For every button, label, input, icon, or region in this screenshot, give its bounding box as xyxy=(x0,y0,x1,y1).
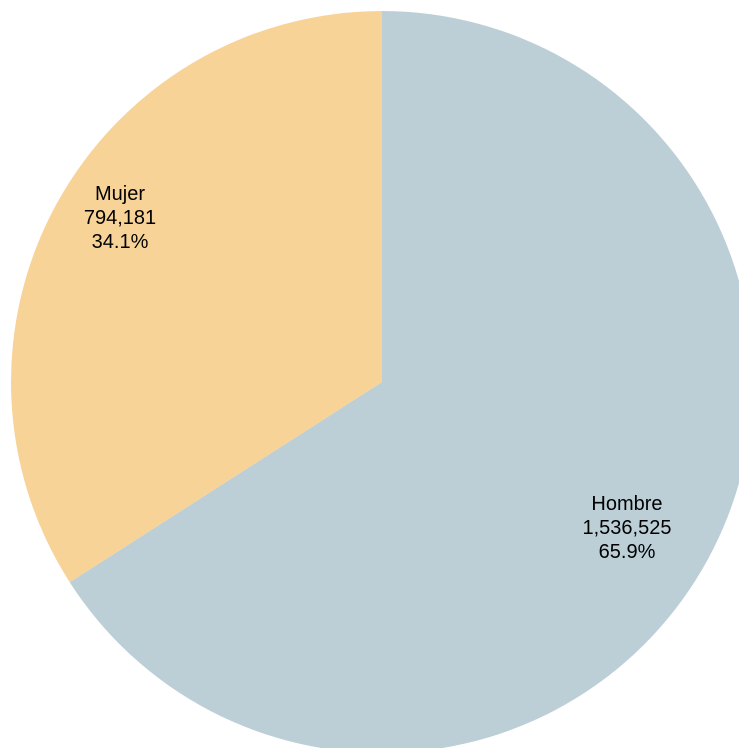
slice-label-name-mujer: Mujer xyxy=(95,183,145,205)
slice-label-name-hombre: Hombre xyxy=(591,493,662,515)
slice-label-value-hombre: 1,536,525 xyxy=(583,517,672,539)
pie-slice-hombre xyxy=(69,11,739,748)
pie-slices xyxy=(11,11,739,748)
slice-label-value-mujer: 794,181 xyxy=(84,207,156,229)
slice-label-percent-mujer: 34.1% xyxy=(92,231,149,253)
pie-slice-mujer xyxy=(11,11,382,583)
slice-label-percent-hombre: 65.9% xyxy=(599,541,656,563)
